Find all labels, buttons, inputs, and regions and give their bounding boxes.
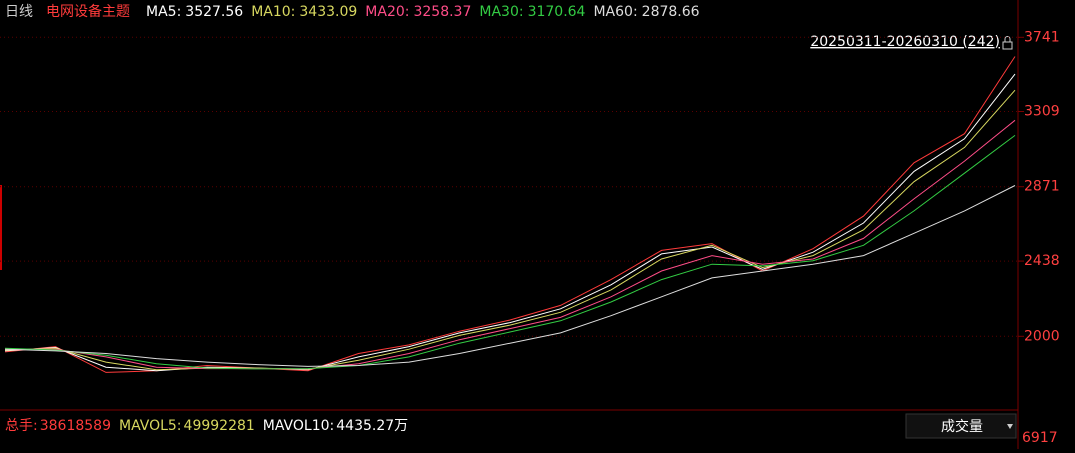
lock-icon[interactable] (1002, 36, 1013, 50)
volume-header: 总手: 38618589 MAVOL5: 49992281 MAVOL10: 4435.2… (5, 418, 408, 434)
indicator-value: 3258.37 (413, 4, 471, 20)
indicator-value: 2878.66 (642, 4, 700, 20)
indicator-label: MA60: (593, 4, 637, 20)
volume-value: 49992281 (184, 418, 255, 434)
y-tick-label: 3309 (1024, 103, 1060, 119)
indicator-label: MA5: (146, 4, 181, 20)
price-line (4, 134, 1016, 370)
volume-value: 4435.27万 (336, 418, 408, 434)
volume-label: 总手: (5, 418, 38, 434)
volume-value: 38618589 (40, 418, 111, 434)
y-tick-label: 2000 (1024, 328, 1060, 344)
indicator-value: 3170.64 (528, 4, 586, 20)
y-tick-label: 2871 (1024, 179, 1060, 195)
period: 日线 (5, 4, 33, 20)
volume-label: MAVOL10: (263, 418, 334, 434)
y-tick-label: 2438 (1024, 253, 1060, 269)
price-line (5, 119, 1016, 370)
volume-label: MAVOL5: (119, 418, 182, 434)
date-range[interactable]: 20250311-20260310 (242) (810, 34, 1000, 50)
volume-selector[interactable]: 成交量 (905, 413, 1017, 439)
indicator-value: 3527.56 (185, 4, 243, 20)
price-line (4, 89, 1016, 371)
chart-title: 电网设备主题 (46, 3, 130, 20)
volume-axis-label: 6917 (1022, 430, 1058, 446)
indicator-header: MA5: 3527.56 MA10: 3433.09 MA20: 3258.37 MA30:… (146, 4, 700, 20)
y-tick-label: 3741 (1024, 29, 1060, 45)
indicator-label: MA20: (365, 4, 409, 20)
price-line (4, 185, 1016, 367)
selector-label[interactable]: 成交量 (941, 418, 983, 435)
indicator-label: MA10: (251, 4, 295, 20)
indicator-label: MA30: (479, 4, 523, 20)
indicator-value: 3433.09 (299, 4, 357, 20)
